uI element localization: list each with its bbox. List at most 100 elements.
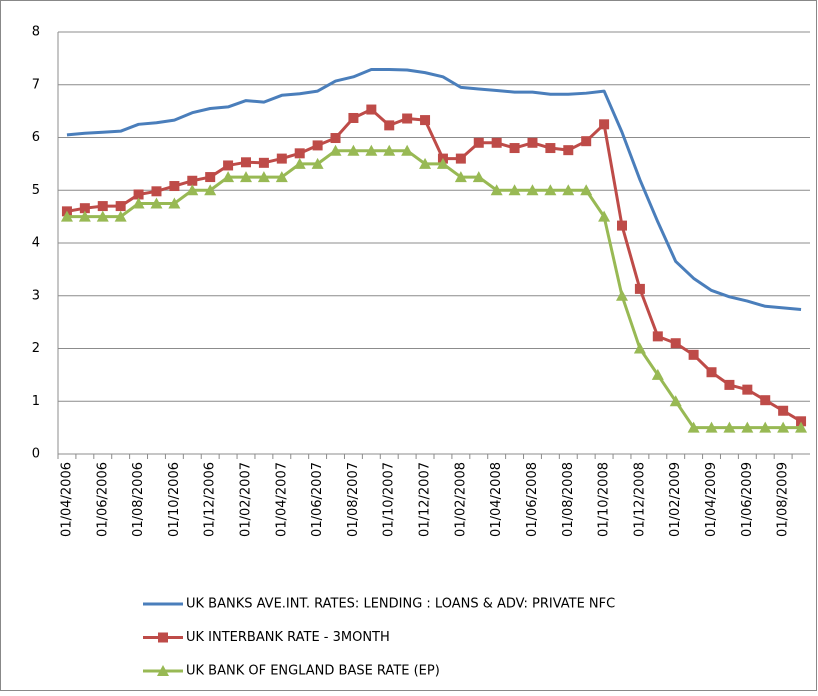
- data-point: [293, 157, 306, 169]
- data-point: [669, 395, 682, 407]
- data-point: [204, 184, 217, 196]
- data-point: [491, 137, 502, 148]
- data-point: [455, 153, 466, 164]
- data-point: [348, 112, 359, 123]
- data-point: [778, 405, 789, 416]
- data-point: [580, 184, 593, 196]
- data-point: [168, 197, 181, 209]
- x-tick-label: 01/04/2009: [704, 462, 719, 537]
- data-point: [633, 342, 646, 354]
- data-point: [706, 367, 717, 378]
- legend-label: UK BANK OF ENGLAND BASE RATE (EP): [186, 664, 440, 679]
- data-point: [581, 136, 592, 147]
- data-point: [527, 137, 538, 148]
- x-tick-label: 01/04/2007: [274, 462, 289, 537]
- data-point: [187, 175, 198, 186]
- data-point: [796, 416, 807, 427]
- data-point: [169, 181, 180, 192]
- x-tick-label: 01/10/2008: [597, 462, 612, 537]
- x-tick-label: 01/04/2006: [59, 462, 74, 537]
- data-point: [402, 113, 413, 124]
- data-point: [777, 421, 790, 433]
- data-point: [509, 143, 520, 154]
- data-point: [616, 289, 628, 301]
- data-point: [275, 171, 288, 183]
- data-point: [795, 421, 808, 433]
- data-point: [652, 331, 663, 342]
- x-tick-label: 01/08/2006: [131, 462, 146, 537]
- x-tick-label: 01/12/2006: [203, 462, 218, 537]
- data-point: [563, 145, 574, 156]
- data-point: [472, 171, 485, 183]
- x-tick-label: 01/08/2008: [561, 462, 576, 537]
- data-point: [562, 184, 575, 196]
- x-tick-label: 01/10/2006: [167, 462, 182, 537]
- x-tick-label: 01/08/2009: [776, 462, 791, 537]
- x-tick-label: 01/02/2009: [668, 462, 683, 537]
- data-point: [760, 395, 771, 406]
- data-point: [598, 210, 611, 222]
- data-point: [347, 144, 360, 156]
- data-point: [401, 144, 414, 156]
- data-point: [634, 283, 645, 294]
- y-tick-label: 1: [32, 394, 40, 409]
- y-tick-label: 5: [32, 183, 40, 198]
- data-point: [742, 384, 753, 395]
- x-tick-label: 01/06/2006: [95, 462, 110, 537]
- data-point: [670, 338, 681, 349]
- x-tick-label: 01/12/2008: [632, 462, 647, 537]
- data-point: [365, 144, 378, 156]
- y-tick-label: 0: [32, 447, 40, 462]
- data-point: [96, 210, 109, 222]
- data-point: [599, 119, 610, 130]
- x-tick-label: 01/02/2007: [239, 462, 254, 537]
- legend-marker: [158, 632, 168, 643]
- x-tick-label: 01/04/2008: [489, 462, 504, 537]
- x-tick-label: 01/08/2007: [346, 462, 361, 537]
- x-tick-label: 01/02/2008: [453, 462, 468, 537]
- data-point: [724, 379, 735, 390]
- x-tick-label: 01/10/2007: [382, 462, 397, 537]
- data-point: [436, 157, 449, 169]
- data-point: [454, 171, 467, 183]
- data-point: [490, 184, 503, 196]
- y-tick-label: 7: [32, 77, 40, 92]
- data-point: [687, 421, 700, 433]
- data-point: [78, 210, 91, 222]
- data-point: [115, 201, 126, 212]
- data-point: [312, 140, 323, 151]
- legend-label: UK INTERBANK RATE - 3MONTH: [186, 630, 390, 645]
- data-point: [294, 148, 305, 159]
- x-tick-label: 01/12/2007: [418, 462, 433, 537]
- data-point: [508, 184, 521, 196]
- legend-marker: [157, 665, 169, 676]
- data-point: [257, 171, 270, 183]
- data-point: [526, 184, 539, 196]
- x-tick-label: 01/06/2009: [740, 462, 755, 537]
- y-tick-label: 4: [32, 236, 40, 251]
- data-point: [223, 160, 234, 171]
- data-point: [186, 184, 199, 196]
- data-point: [651, 368, 664, 380]
- data-point: [60, 210, 73, 222]
- data-point: [276, 153, 287, 164]
- data-point: [150, 197, 163, 209]
- data-point: [617, 220, 627, 231]
- y-tick-label: 3: [32, 288, 40, 303]
- data-point: [383, 144, 396, 156]
- series-line: [66, 67, 802, 311]
- data-point: [97, 201, 108, 212]
- data-point: [258, 157, 269, 168]
- x-tick-label: 01/06/2008: [525, 462, 540, 537]
- data-point: [133, 189, 144, 200]
- data-point: [205, 172, 216, 183]
- data-point: [544, 184, 557, 196]
- data-point: [545, 143, 556, 154]
- data-point: [419, 157, 432, 169]
- data-point: [114, 210, 127, 222]
- data-point: [384, 120, 395, 131]
- data-point: [705, 421, 718, 433]
- data-point: [420, 115, 431, 126]
